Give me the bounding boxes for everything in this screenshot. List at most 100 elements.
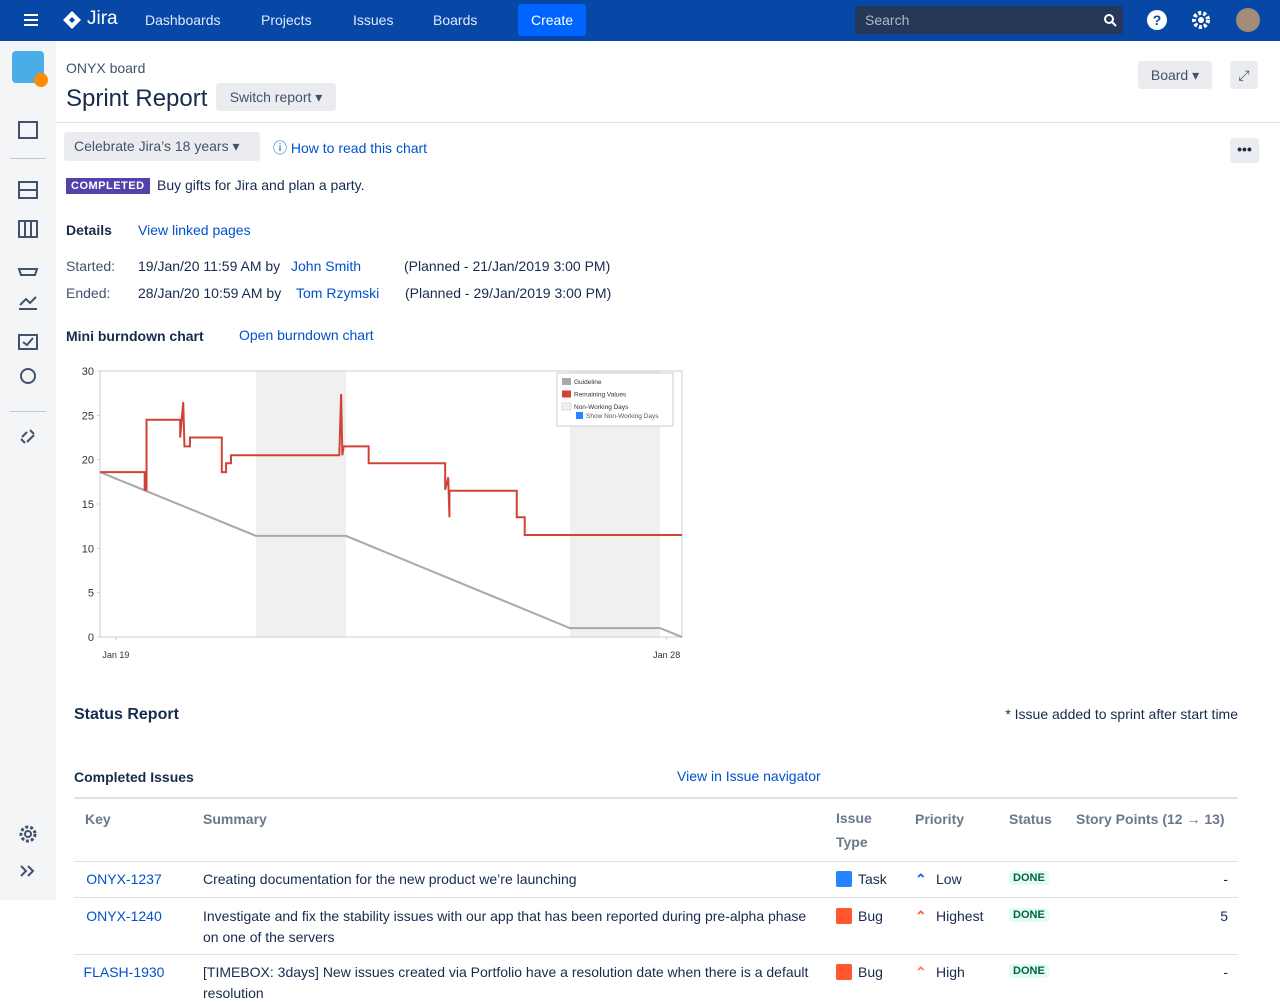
status-note: * Issue added to sprint after start time: [1005, 706, 1238, 722]
divider: [10, 158, 46, 159]
issue-type-icon: [836, 964, 852, 980]
y-tick-label: 10: [82, 543, 94, 555]
started-user[interactable]: John Smith: [291, 258, 362, 274]
started-text: 19/Jan/20 11:59 AM by: [138, 258, 281, 274]
more-button[interactable]: •••: [1230, 138, 1259, 163]
column-header: Summary: [203, 811, 267, 827]
project-badge: [34, 73, 48, 87]
divider: [74, 797, 1238, 799]
column-header: Story Points (12 → 13): [1076, 811, 1225, 827]
divider: [56, 122, 1280, 123]
logo-text[interactable]: Jira: [87, 8, 118, 29]
story-points: -: [1223, 871, 1228, 887]
board-name: ONYX board: [66, 60, 146, 76]
issue-type-icon: [836, 871, 852, 887]
status-lozenge: DONE: [1009, 871, 1049, 885]
sprint-select[interactable]: Celebrate Jira’s 18 years ▾: [64, 132, 260, 161]
button-label: Board: [1150, 67, 1189, 83]
button-label: Switch report: [229, 89, 312, 105]
y-tick-label: 25: [82, 410, 94, 422]
mini-chart-label: Mini burndown chart: [66, 328, 204, 344]
sidebar-footer-icons[interactable]: [17, 823, 41, 883]
expand-button[interactable]: ⤢: [1230, 61, 1258, 89]
column-header: Priority: [915, 811, 965, 827]
nav-item[interactable]: Issues: [353, 12, 394, 28]
legend-label: Non-Working Days: [574, 404, 629, 411]
column-header: Key: [85, 811, 111, 827]
menu-icon[interactable]: [24, 13, 40, 27]
series-line: [100, 394, 682, 537]
ended-planned: (Planned - 29/Jan/2019 3:00 PM): [405, 285, 612, 301]
status-badge: COMPLETED: [66, 178, 150, 194]
ended-label: Ended:: [66, 285, 111, 301]
row-divider: [74, 897, 1238, 898]
divider: [10, 411, 46, 412]
linked-pages-link[interactable]: View linked pages: [138, 222, 251, 238]
status-lozenge: DONE: [1009, 908, 1049, 922]
x-tick-label: Jan 28: [653, 650, 680, 660]
navigator-link[interactable]: View in Issue navigator: [677, 768, 821, 784]
y-tick-label: 0: [88, 632, 94, 644]
issue-key[interactable]: ONYX-1237: [86, 871, 162, 887]
board-button[interactable]: Board ▾: [1138, 61, 1212, 89]
column-header: Issue Type: [836, 810, 872, 850]
sprint-name: Celebrate Jira’s 18 years: [74, 138, 229, 154]
x-tick-label: Jan 19: [102, 650, 129, 660]
nav-item[interactable]: Boards: [433, 12, 478, 28]
priority-icon: ⌃: [915, 871, 927, 887]
issue-key[interactable]: FLASH-1930: [83, 964, 165, 980]
legend-swatch: [562, 390, 571, 398]
column-header: Status: [1009, 811, 1052, 827]
legend-swatch: [561, 402, 572, 411]
legend: Guideline Remaining Values Non-Working Day…: [556, 372, 674, 427]
priority: Highest: [936, 908, 984, 924]
details-label: Details: [66, 222, 112, 238]
sprint-goal: Buy gifts for Jira and plan a party.: [157, 177, 365, 193]
row-divider: [74, 954, 1238, 955]
avatar[interactable]: [1236, 8, 1260, 32]
burndown-link[interactable]: Open burndown chart: [239, 327, 374, 343]
nav-item[interactable]: Dashboards: [145, 12, 221, 28]
ended-user[interactable]: Tom Rzymski: [296, 285, 380, 301]
status-lozenge: DONE: [1009, 964, 1049, 978]
settings-icon[interactable]: [1190, 9, 1212, 31]
started-planned: (Planned - 21/Jan/2019 3:00 PM): [404, 258, 611, 274]
search-icon: [1104, 14, 1117, 27]
issue-summary: [TIMEBOX: 3days] New issues created via …: [203, 964, 809, 1001]
priority: High: [936, 964, 965, 980]
top-nav: Jira Dashboards Projects Issues Boards C…: [0, 0, 1280, 41]
row-divider: [74, 861, 1238, 862]
y-tick-label: 20: [82, 455, 94, 467]
nav-item[interactable]: Projects: [261, 12, 312, 28]
page-title: Sprint Report: [66, 85, 208, 112]
jira-logo-icon: [63, 11, 81, 29]
switch-report-button[interactable]: Switch report ▾: [216, 83, 336, 111]
help-icon[interactable]: ?: [1146, 9, 1168, 31]
series-line: [99, 471, 683, 638]
priority-icon: ⌃: [915, 908, 927, 924]
issue-type: Bug: [858, 964, 883, 980]
non-working-band: [256, 371, 347, 637]
create-button[interactable]: Create: [518, 4, 586, 36]
started-label: Started:: [66, 258, 116, 274]
sidebar-icons[interactable]: [17, 119, 41, 459]
svg-text:?: ?: [1153, 12, 1162, 28]
issue-type-icon: [836, 908, 852, 924]
issue-summary: Investigate and fix the stability issues…: [203, 908, 807, 945]
y-tick-label: 30: [82, 366, 94, 378]
status-title: Status Report: [74, 706, 179, 723]
burndown-chart: 0 5 10 15 20 25 30 Jan 19 Jan 28 Guideline Remaini…: [82, 366, 683, 660]
issue-type: Task: [858, 871, 887, 887]
legend-toggle: Show Non-Working Days: [586, 413, 659, 420]
priority: Low: [936, 871, 962, 887]
ended-text: 28/Jan/20 10:59 AM by: [138, 285, 282, 301]
legend-checkbox[interactable]: [576, 412, 583, 419]
search-box[interactable]: Search: [855, 6, 1123, 34]
help-link[interactable]: ⓘ How to read this chart: [273, 140, 428, 156]
story-points: 5: [1220, 908, 1228, 924]
issue-type: Bug: [858, 908, 883, 924]
issue-summary: Creating documentation for the new produ…: [203, 871, 577, 887]
issue-key[interactable]: ONYX-1240: [86, 908, 162, 924]
y-tick-label: 5: [88, 588, 94, 600]
